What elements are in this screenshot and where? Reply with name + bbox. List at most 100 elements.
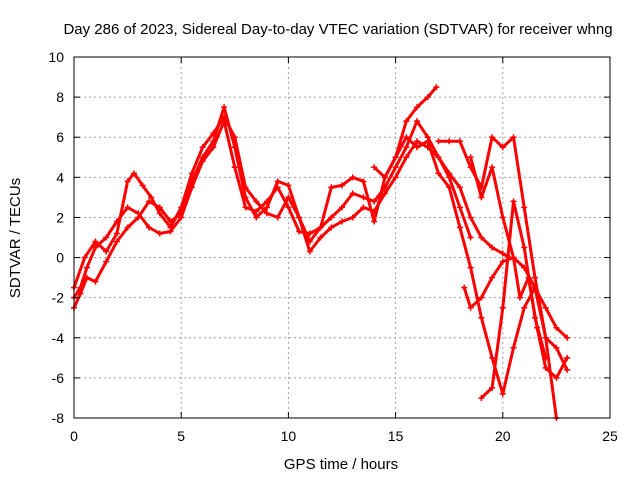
data-point: [81, 254, 88, 261]
data-point: [467, 214, 474, 221]
data-point: [542, 354, 549, 361]
x-tick-label: 25: [602, 428, 618, 444]
data-point: [403, 144, 410, 151]
y-tick-label: 10: [48, 49, 64, 65]
data-point: [296, 228, 303, 235]
data-point: [306, 248, 313, 255]
data-point: [499, 304, 506, 311]
data-point: [349, 214, 356, 221]
data-point: [146, 224, 153, 231]
data-point: [564, 366, 571, 373]
data-point: [553, 374, 560, 381]
y-tick-label: -6: [52, 370, 65, 386]
data-point: [371, 164, 378, 171]
data-point: [274, 178, 281, 185]
data-point: [131, 170, 138, 177]
data-point: [510, 198, 517, 205]
data-point: [467, 264, 474, 271]
data-point: [178, 204, 185, 211]
data-point: [478, 294, 485, 301]
data-point: [499, 214, 506, 221]
data-point: [242, 194, 249, 201]
data-point: [499, 144, 506, 151]
data-point: [349, 174, 356, 181]
data-point: [403, 118, 410, 125]
data-point: [478, 394, 485, 401]
chart-title: Day 286 of 2023, Sidereal Day-to-day VTE…: [63, 21, 612, 38]
data-point: [124, 178, 131, 185]
data-point: [564, 334, 571, 341]
data-point: [148, 194, 155, 201]
axis-ticks: 0 5 10 15 20 25 -8 -6 -4 -2 0 2 4 6 8 10: [48, 49, 618, 444]
data-point: [456, 224, 463, 231]
data-point: [146, 198, 153, 205]
data-point: [156, 230, 163, 237]
y-tick-label: 0: [56, 250, 64, 266]
data-point: [456, 204, 463, 211]
data-point: [516, 294, 523, 301]
data-point: [339, 218, 345, 225]
data-point: [381, 190, 388, 197]
data-point: [263, 210, 270, 217]
data-point: [156, 210, 163, 217]
data-point: [446, 184, 453, 191]
y-tick-label: 8: [56, 89, 64, 105]
series-track-c: [72, 85, 438, 290]
data-point: [542, 334, 549, 341]
data-point: [253, 214, 260, 221]
data-point: [381, 174, 388, 181]
plot-frame: [73, 56, 611, 419]
data-point: [139, 182, 146, 189]
data-point: [317, 224, 324, 231]
x-axis-label: GPS time / hours: [284, 456, 398, 473]
data-point: [435, 154, 442, 161]
data-point: [489, 164, 496, 171]
data-point: [478, 234, 485, 241]
data-point: [456, 138, 463, 145]
data-point: [221, 114, 228, 121]
y-tick-label: -8: [52, 410, 65, 426]
data-point: [553, 344, 560, 351]
data-point: [103, 234, 110, 241]
data-point: [83, 274, 90, 281]
data-point: [242, 184, 249, 191]
data-point: [467, 234, 474, 241]
y-axis-label: SDTVAR / TECUs: [7, 178, 24, 298]
data-point: [478, 194, 485, 201]
data-point: [521, 204, 528, 211]
data-point: [317, 234, 324, 241]
data-point: [188, 170, 195, 177]
data-point: [306, 238, 313, 245]
data-point: [478, 314, 485, 321]
data-point: [124, 204, 131, 211]
data-point: [414, 138, 421, 145]
data-point: [542, 304, 549, 311]
data-point: [113, 230, 120, 237]
data-point: [221, 104, 228, 111]
data-point: [92, 244, 99, 251]
data-point: [531, 274, 538, 281]
data-point: [414, 104, 421, 111]
data-point: [167, 224, 174, 231]
data-point: [521, 244, 528, 251]
data-point: [499, 250, 506, 257]
data-point: [210, 138, 217, 145]
x-tick-label: 10: [281, 428, 297, 444]
data-point: [531, 314, 538, 321]
x-tick-label: 5: [177, 428, 185, 444]
data-point: [414, 144, 421, 151]
x-tick-label: 15: [388, 428, 404, 444]
data-point: [339, 182, 345, 189]
data-point: [446, 138, 453, 145]
data-point: [349, 190, 356, 197]
data-point: [339, 204, 345, 211]
data-point: [435, 170, 442, 177]
data-point: [360, 204, 367, 211]
data-point: [433, 84, 440, 91]
data-point: [510, 134, 517, 141]
data-point: [392, 164, 399, 171]
data-point: [77, 290, 84, 297]
data-point: [403, 154, 410, 161]
data-point: [499, 258, 506, 265]
